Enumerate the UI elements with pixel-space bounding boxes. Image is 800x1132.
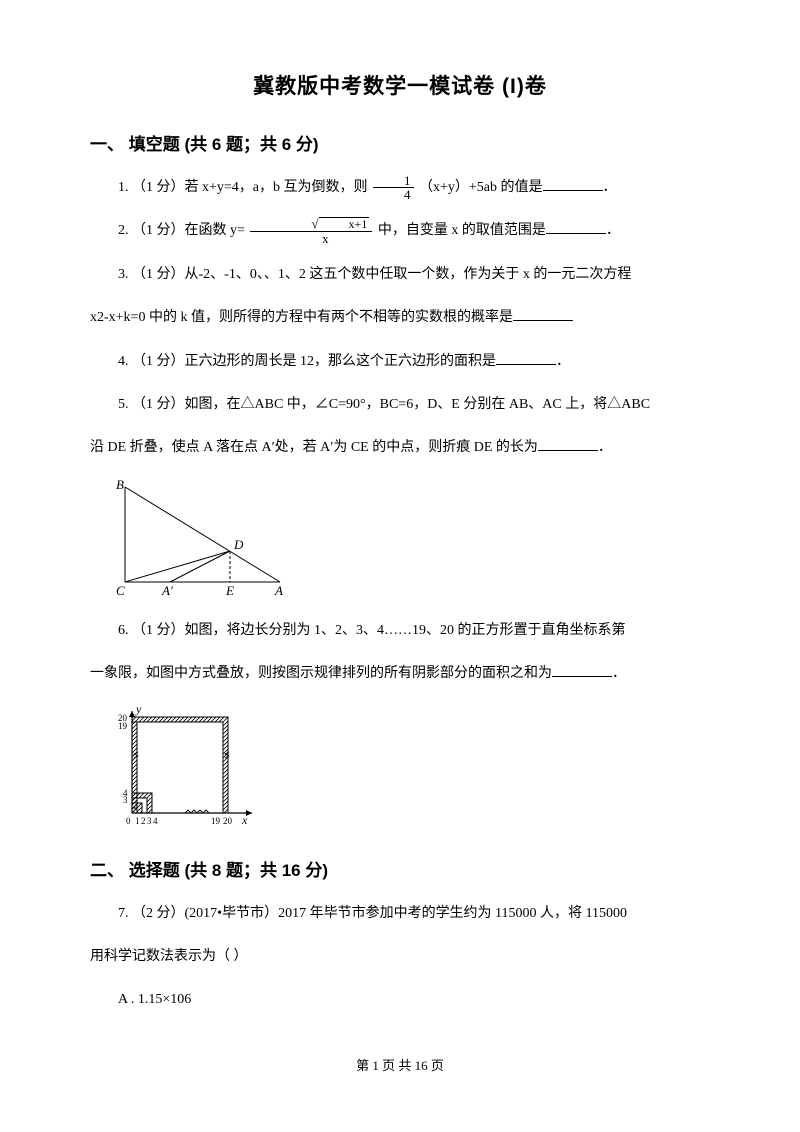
- q2-blank: [546, 219, 606, 234]
- label-B: B: [116, 477, 124, 492]
- q1-text-pre: 1. （1 分）若 x+y=4，a，b 互为倒数，则: [118, 180, 371, 195]
- figure-q5: B C A′ E A D: [110, 477, 710, 602]
- label-C: C: [116, 583, 125, 597]
- label-D: D: [233, 537, 244, 552]
- q2-fraction: x+1 x: [250, 217, 372, 245]
- q5-blank: [538, 436, 598, 451]
- q3-line2-pre: x2-x+k=0 中的 k 值，则所得的方程中有两个不相等的实数根的概率是: [90, 310, 513, 325]
- q2-text-pre: 2. （1 分）在函数 y=: [118, 223, 248, 238]
- question-1: 1. （1 分）若 x+y=4，a，b 互为倒数，则 1 4 （x+y）+5ab…: [90, 173, 710, 202]
- q7-line1: 7. （2 分）(2017•毕节市）2017 年毕节市参加中考的学生约为 115…: [118, 906, 627, 921]
- tick-0: 0: [126, 816, 131, 826]
- axis-y: y: [135, 703, 142, 716]
- question-7-cont: 用科学记数法表示为（ ）: [90, 942, 710, 971]
- vtick-3: 3: [123, 795, 128, 805]
- tick-1: 1: [135, 816, 140, 826]
- q1-frac-num: 1: [373, 174, 414, 189]
- footer-mid: 页 共: [379, 1058, 415, 1073]
- q1-frac-den: 4: [373, 188, 414, 202]
- question-6: 6. （1 分）如图，将边长分别为 1、2、3、4……19、20 的正方形置于直…: [90, 616, 710, 645]
- tick-19: 19: [211, 816, 221, 826]
- question-2: 2. （1 分）在函数 y= x+1 x 中，自变量 x 的取值范围是 ．: [90, 216, 710, 245]
- q1-text-post: ．: [603, 180, 617, 195]
- tick-3: 3: [147, 816, 152, 826]
- document-title: 冀教版中考数学一模试卷 (I)卷: [90, 70, 710, 100]
- q2-radicand: x+1: [319, 217, 370, 231]
- q1-text-mid: （x+y）+5ab 的值是: [419, 180, 543, 195]
- label-E: E: [225, 583, 234, 597]
- q4-text-pre: 4. （1 分）正六边形的周长是 12，那么这个正六边形的面积是: [118, 354, 496, 369]
- q2-text-post: ．: [606, 223, 620, 238]
- question-4: 4. （1 分）正六边形的周长是 12，那么这个正六边形的面积是 ．: [90, 347, 710, 376]
- q4-text-post: ．: [556, 354, 570, 369]
- q2-frac-num: x+1: [250, 217, 372, 232]
- q4-blank: [496, 350, 556, 365]
- q1-fraction: 1 4: [373, 174, 414, 202]
- page-container: 冀教版中考数学一模试卷 (I)卷 一、 填空题 (共 6 题；共 6 分) 1.…: [0, 0, 800, 1114]
- figure-q6: 0 1 2 3 4 19 20 x 20 19 4 3 y: [110, 703, 710, 838]
- question-5: 5. （1 分）如图，在△ABC 中，∠C=90°，BC=6，D、E 分别在 A…: [90, 390, 710, 419]
- question-7: 7. （2 分）(2017•毕节市）2017 年毕节市参加中考的学生约为 115…: [90, 899, 710, 928]
- q6-line2-pre: 一象限，如图中方式叠放，则按图示规律排列的所有阴影部分的面积之和为: [90, 666, 552, 681]
- vtick-19: 19: [118, 721, 128, 731]
- q6-line1: 6. （1 分）如图，将边长分别为 1、2、3、4……19、20 的正方形置于直…: [118, 623, 626, 638]
- question-6-cont: 一象限，如图中方式叠放，则按图示规律排列的所有阴影部分的面积之和为 ．: [90, 659, 710, 688]
- q5-line2-pre: 沿 DE 折叠，使点 A 落在点 A′处，若 A′为 CE 的中点，则折痕 DE…: [90, 440, 538, 455]
- label-A: A: [274, 583, 283, 597]
- q3-blank: [513, 306, 573, 321]
- tick-2: 2: [141, 816, 146, 826]
- q2-text-mid: 中，自变量 x 的取值范围是: [378, 223, 546, 238]
- q6-line2-post: ．: [612, 666, 626, 681]
- question-5-cont: 沿 DE 折叠，使点 A 落在点 A′处，若 A′为 CE 的中点，则折痕 DE…: [90, 433, 710, 462]
- footer-pre: 第: [356, 1058, 372, 1073]
- section-1-header: 一、 填空题 (共 6 题；共 6 分): [90, 130, 710, 155]
- q5-line2-post: ．: [598, 440, 612, 455]
- q3-line1: 3. （1 分）从-2、-1、0、、1、2 这五个数中任取一个数，作为关于 x …: [118, 267, 631, 282]
- triangle-diagram: B C A′ E A D: [110, 477, 290, 597]
- q1-blank: [543, 176, 603, 191]
- q6-blank: [552, 662, 612, 677]
- q7-option-a: A . 1.15×106: [90, 985, 710, 1014]
- squares-diagram: 0 1 2 3 4 19 20 x 20 19 4 3 y: [110, 703, 260, 833]
- question-3-cont: x2-x+k=0 中的 k 值，则所得的方程中有两个不相等的实数根的概率是: [90, 303, 710, 332]
- footer-total: 16: [415, 1058, 428, 1073]
- page-footer: 第 1 页 共 16 页: [90, 1055, 710, 1074]
- axis-x: x: [241, 813, 248, 827]
- q5-line1: 5. （1 分）如图，在△ABC 中，∠C=90°，BC=6，D、E 分别在 A…: [118, 397, 650, 412]
- q7-line2: 用科学记数法表示为（ ）: [90, 949, 248, 964]
- tick-4: 4: [153, 816, 158, 826]
- tick-20: 20: [223, 816, 233, 826]
- q2-frac-den: x: [250, 232, 372, 246]
- label-Aprime: A′: [161, 583, 173, 597]
- footer-post: 页: [428, 1058, 444, 1073]
- q2-sqrt: x+1: [281, 217, 369, 231]
- section-2-header: 二、 选择题 (共 8 题；共 16 分): [90, 856, 710, 881]
- question-3: 3. （1 分）从-2、-1、0、、1、2 这五个数中任取一个数，作为关于 x …: [90, 260, 710, 289]
